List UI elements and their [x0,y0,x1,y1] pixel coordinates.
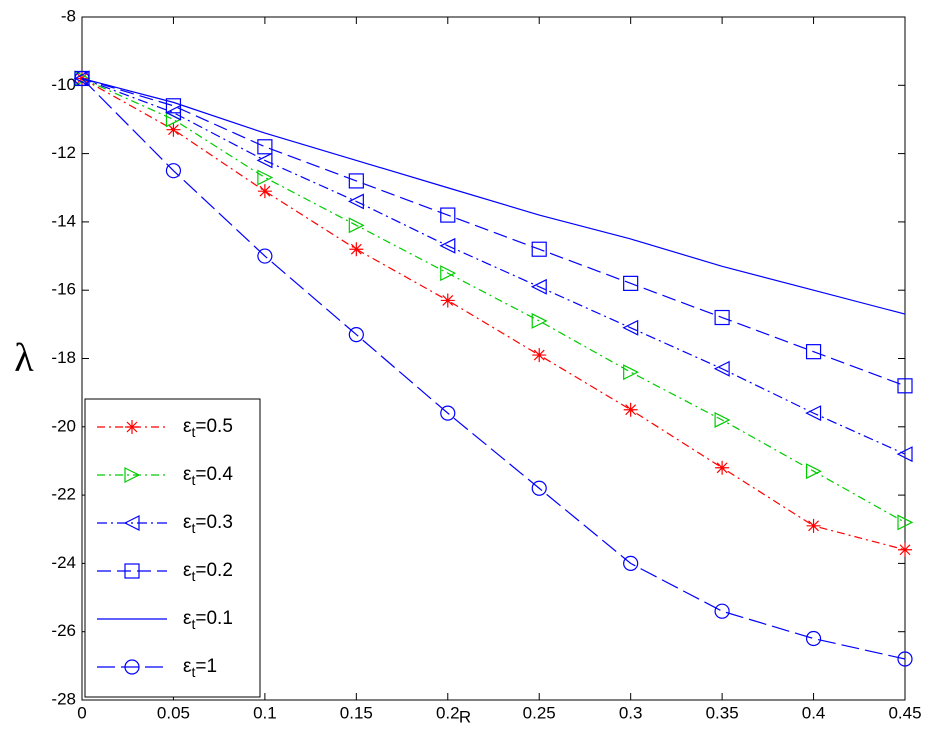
marker [347,193,364,210]
marker [257,184,272,199]
legend-label: εt=0.3 [183,512,233,536]
marker [349,242,364,257]
marker [622,319,639,336]
y-tick-label: -28 [51,689,76,708]
series-line [81,77,906,387]
marker [531,241,547,257]
marker [806,518,821,533]
marker [125,420,139,434]
marker [348,173,364,189]
marker [166,122,181,137]
marker [713,360,730,377]
legend-label: εt=1 [183,656,217,680]
marker [714,309,730,326]
x-tick-label: 0.35 [706,703,739,722]
marker [805,463,822,480]
marker [256,152,273,169]
y-tick-label: -20 [51,416,76,435]
marker [124,467,141,483]
marker [623,402,638,417]
marker [714,411,731,428]
x-tick-label: 0.1 [253,703,277,722]
x-tick-label: 0.15 [340,703,373,722]
marker [715,460,730,475]
series-line [81,77,906,523]
legend-label: εt=0.2 [183,560,233,584]
y-tick-label: -8 [61,6,76,25]
marker [532,348,547,363]
x-tick-label: 0.3 [619,703,643,722]
marker [257,248,273,264]
marker [897,514,914,531]
marker [805,344,822,360]
marker [440,265,457,282]
y-tick-label: -24 [51,553,76,572]
y-tick-label: -12 [51,143,76,162]
marker [440,405,456,421]
legend-label: εt=0.1 [183,608,233,632]
x-tick-label: 0.2 [436,703,460,722]
y-tick-label: -16 [51,280,76,299]
marker [531,312,548,329]
legend-box [84,398,261,698]
marker [714,603,730,619]
marker [74,70,90,87]
x-tick-label: 0.05 [157,703,190,722]
marker [623,364,640,381]
y-tick-label: -22 [51,485,76,504]
marker [623,275,639,291]
x-tick-label: 0.4 [802,703,826,722]
marker [348,217,365,234]
y-tick-label: -18 [51,348,76,367]
marker [805,405,822,422]
marker [898,542,912,557]
marker [805,630,822,647]
legend-label: εt=0.4 [183,464,233,488]
marker [165,163,182,179]
x-tick-label: 0 [77,703,86,722]
marker [124,563,140,579]
marker [623,555,639,572]
y-tick-label: -10 [51,75,76,94]
marker [123,515,140,531]
series-line [81,77,906,551]
y-tick-label: -14 [51,211,76,230]
y-axis-label: λ [14,335,34,380]
series-line [81,77,906,315]
marker [439,237,456,254]
x-axis-label: R [459,707,471,726]
marker [257,169,274,186]
marker [896,446,913,463]
x-tick-label: 0.25 [523,703,556,722]
x-tick-label: 0.45 [888,703,921,722]
marker [165,98,182,114]
marker [440,207,456,223]
marker [257,139,273,155]
marker [440,293,455,308]
marker [897,651,913,667]
marker [530,278,547,295]
y-tick-label: -26 [51,621,76,640]
legend-label: εt=0.5 [183,416,233,440]
series-line [81,77,906,455]
marker [531,480,547,496]
marker [897,378,913,394]
marker [124,659,140,675]
series-line [81,78,906,660]
marker [348,326,364,343]
